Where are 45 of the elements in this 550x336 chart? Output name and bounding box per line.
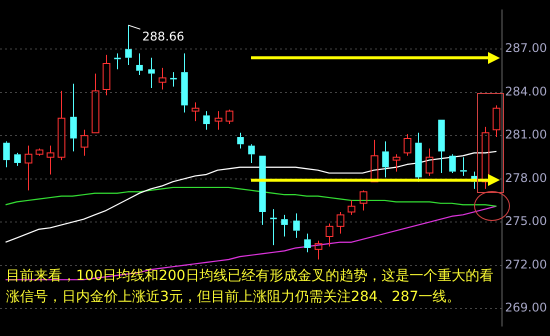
candlestick [80,129,88,156]
annotation: 288.66 [142,29,184,44]
candlestick [58,90,66,161]
candlestick [482,126,490,190]
candlestick [304,233,311,253]
candlestick [270,208,277,246]
candlestick [14,152,21,166]
candlestick [392,154,400,172]
candlestick [148,57,155,89]
y-tick-label: 278.00 [505,170,548,185]
candlestick [449,154,456,174]
candlestick [24,145,32,191]
y-tick-label: 269.00 [505,300,548,315]
candlestick [492,104,500,138]
candlestick [214,110,222,130]
candlestick [404,134,412,156]
y-tick-label: 281.00 [505,128,548,142]
y-tick-label: 275.00 [505,214,548,228]
candlestick [326,222,334,248]
candlestick [92,73,100,134]
y-tick-label: 272.00 [505,257,548,272]
candlestick [438,120,445,174]
y-tick-label: 287.00 [505,41,548,56]
candlestick [181,52,188,114]
candlestick [170,72,177,88]
candlestick [426,148,434,176]
y-tick-label: 284.00 [505,84,548,98]
candlestick [125,24,132,66]
candlestick [382,140,389,178]
candlestick [259,156,266,226]
candlestick [46,145,54,175]
candlestick [460,156,467,176]
candlestick [248,144,255,164]
candlestick [314,240,322,260]
candlestick [158,67,166,90]
candlestick [336,211,344,234]
candlestick [203,110,210,130]
candlestick [192,102,200,122]
candlestick [237,132,244,150]
candlestick [293,212,300,238]
candlestick [102,54,110,96]
candlestick [281,214,288,237]
candlestick [136,52,143,76]
candlestick [70,83,77,152]
candlestick [3,140,10,168]
